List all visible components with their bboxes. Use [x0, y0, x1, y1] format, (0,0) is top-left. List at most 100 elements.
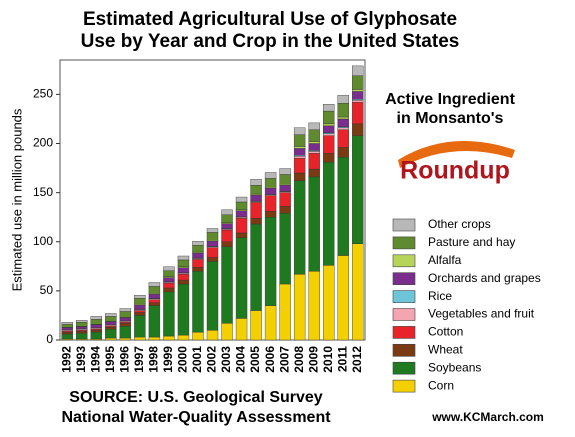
x-tick-label: 1996 [118, 346, 132, 373]
bar-segment [235, 318, 248, 341]
bar-segment [293, 273, 306, 341]
source: National Water-Quality Assessment [61, 409, 331, 426]
bar-segment [250, 310, 262, 341]
bar-segment [61, 324, 73, 328]
bar-segment [221, 229, 233, 242]
bar-segment [250, 217, 262, 225]
bar-segment [322, 161, 335, 266]
bar-segment [163, 270, 175, 277]
legend-label: Corn [428, 378, 454, 392]
bar-segment [192, 331, 204, 341]
y-tick-label: 100 [33, 234, 53, 248]
bar-segment [293, 158, 306, 174]
legend-label: Pasture and hay [428, 235, 515, 249]
bar-segment [163, 282, 175, 289]
bar-segment [293, 127, 306, 135]
bar-segment [279, 174, 291, 185]
bar-segment [308, 168, 320, 178]
legend-swatch [392, 236, 416, 250]
bar-segment [105, 316, 117, 322]
bar-segment [61, 333, 73, 340]
bar-segment [221, 323, 233, 341]
bar-segment [308, 176, 320, 272]
legend-label: Wheat [428, 342, 463, 356]
bar-segment [352, 100, 364, 103]
bar-segment [177, 273, 190, 281]
bar-segment [264, 188, 277, 195]
bar-segment [119, 337, 132, 341]
y-tick-label: 0 [46, 332, 53, 346]
bar-segment [322, 123, 335, 127]
bar-segment [90, 329, 103, 333]
x-tick-label: 2012 [350, 346, 364, 373]
bar-segment [119, 323, 132, 327]
bar-segment [61, 327, 73, 330]
chart-title: Estimated Agricultural Use of Glyphosate [83, 9, 457, 30]
bar-segment [293, 148, 306, 156]
bar-segment [293, 180, 306, 275]
x-tick-label: 2000 [176, 346, 190, 373]
bar-segment [352, 91, 364, 100]
bar-segment [90, 319, 103, 325]
bar-segment [279, 283, 291, 341]
bar-segment [352, 102, 364, 125]
bar-segment [105, 321, 117, 325]
bar-segment [206, 241, 219, 247]
legend-swatch [392, 343, 416, 357]
bar-segment [322, 125, 335, 133]
legend-label: Rice [428, 289, 452, 303]
bar-segment [235, 201, 248, 211]
annotation: Active Ingredient [385, 91, 515, 108]
bar-segment [206, 232, 219, 241]
bar-segment [250, 223, 262, 311]
bar-segment [105, 328, 117, 339]
bar-segment [76, 330, 88, 334]
x-tick-label: 1998 [147, 346, 161, 373]
y-tick-label: 150 [33, 185, 53, 199]
bar-segment [293, 156, 306, 159]
bar-segment [322, 133, 335, 136]
bar-segment [206, 257, 219, 262]
bar-segment [148, 302, 161, 306]
bar-segment [352, 243, 364, 341]
bar-segment [308, 151, 320, 154]
x-tick-label: 2006 [263, 346, 277, 373]
bar-segment [352, 65, 364, 76]
bar-segment [264, 305, 277, 341]
bar-segment [308, 271, 320, 341]
bar-segment [221, 241, 233, 247]
bar-segment [163, 335, 175, 341]
legend-swatch [392, 290, 416, 303]
bar-segment [148, 286, 161, 294]
bar-segment [90, 331, 103, 340]
bar-segment [134, 315, 146, 338]
bar-segment [61, 331, 73, 335]
bar-segment [293, 172, 306, 182]
legend-label: Orchards and grapes [428, 271, 541, 285]
bar-segment [235, 217, 248, 234]
bar-segment [337, 116, 349, 120]
bar-segment [221, 214, 233, 223]
bar-segment [337, 103, 349, 118]
y-tick-label: 250 [33, 87, 53, 101]
y-tick-label: 200 [33, 136, 53, 150]
bar-segment [250, 179, 262, 186]
legend-label: Vegetables and fruit [428, 307, 535, 321]
bar-segment [279, 213, 291, 285]
bar-segment [163, 287, 175, 293]
y-axis-label: Estimated use in million pounds [9, 108, 24, 291]
bar-segment [192, 252, 204, 259]
x-tick-label: 2008 [292, 346, 306, 373]
bar-segment [264, 195, 277, 212]
bar-segment [337, 255, 349, 341]
bar-segment [177, 334, 190, 341]
bar-segment [134, 310, 146, 313]
legend-swatch [392, 361, 416, 375]
bar-segment [235, 232, 248, 239]
bar-segment [148, 294, 161, 299]
bar-segment [119, 308, 132, 312]
bar-segment [134, 298, 146, 305]
bar-segment [221, 223, 233, 229]
website: www.KCMarch.com [431, 410, 544, 424]
bar-segment [119, 317, 132, 322]
